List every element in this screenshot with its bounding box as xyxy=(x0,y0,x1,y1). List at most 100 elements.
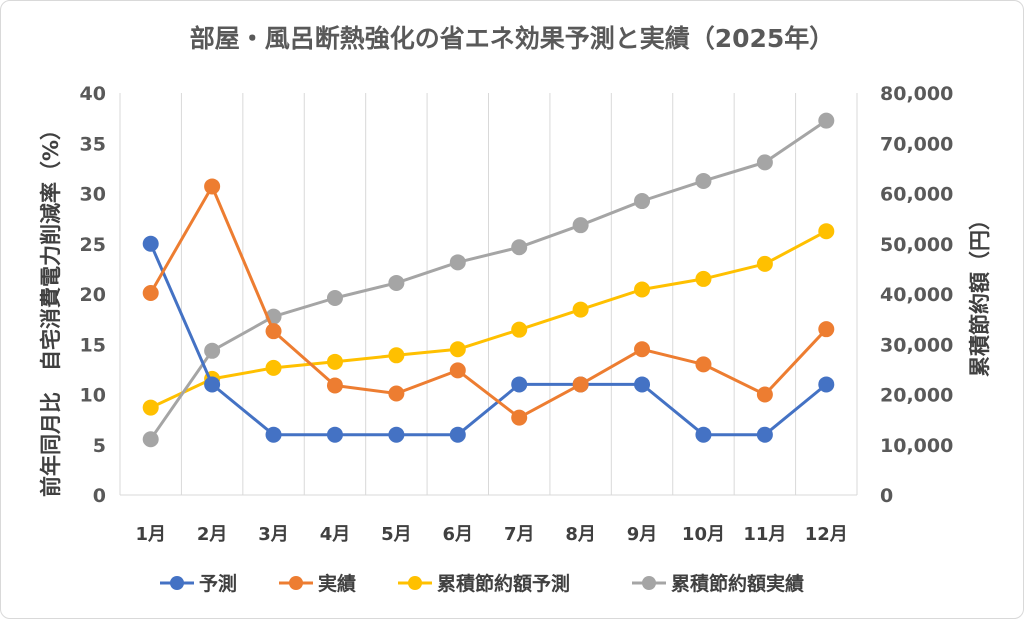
data-point xyxy=(818,223,835,240)
data-point xyxy=(695,356,712,373)
legend-label: 実績 xyxy=(318,572,356,595)
data-point xyxy=(204,178,221,195)
right-axis-title: 累積節約額（円） xyxy=(968,209,992,377)
data-point xyxy=(818,321,835,338)
category-label: 10月 xyxy=(682,524,725,545)
left-tick-label: 40 xyxy=(80,83,106,105)
right-tick-label: 20,000 xyxy=(880,385,953,407)
data-point xyxy=(265,426,282,443)
legend-marker xyxy=(289,576,303,590)
legend-label: 累積節約額実績 xyxy=(671,572,804,595)
legend-label: 累積節約額予測 xyxy=(437,572,570,595)
data-point xyxy=(818,112,835,129)
left-tick-label: 15 xyxy=(80,334,106,356)
series-layer xyxy=(142,112,835,448)
data-point xyxy=(326,290,343,307)
data-point xyxy=(756,426,773,443)
category-label: 7月 xyxy=(504,524,535,545)
left-tick-label: 35 xyxy=(80,133,106,155)
series-line xyxy=(150,229,828,409)
data-point xyxy=(572,301,589,318)
right-tick-label: 70,000 xyxy=(880,133,953,155)
left-tick-label: 20 xyxy=(80,284,106,306)
data-point xyxy=(142,284,159,301)
legend-marker xyxy=(170,576,184,590)
data-point xyxy=(756,255,773,272)
category-label: 2月 xyxy=(197,524,228,545)
x-axis-labels: 1月 2月 3月 4月 5月 6月 7月 8月 9月 10月 11月 12月 xyxy=(135,524,847,545)
data-point xyxy=(449,362,466,379)
category-label: 6月 xyxy=(443,524,474,545)
data-point xyxy=(142,235,159,252)
left-tick-label: 5 xyxy=(93,435,106,457)
data-point xyxy=(142,431,159,448)
data-point xyxy=(265,359,282,376)
data-point xyxy=(695,270,712,287)
data-point xyxy=(511,409,528,426)
data-point xyxy=(388,347,405,364)
left-axis-title: 前年同月比 自宅消費電力削減率（%） xyxy=(39,119,63,497)
data-point xyxy=(756,386,773,403)
data-point xyxy=(756,154,773,171)
right-tick-label: 30,000 xyxy=(880,334,953,356)
category-label: 5月 xyxy=(381,524,412,545)
right-tick-label: 50,000 xyxy=(880,234,953,256)
right-tick-label: 10,000 xyxy=(880,435,953,457)
category-label: 12月 xyxy=(805,524,848,545)
legend-item: 累積節約額予測 xyxy=(398,572,570,595)
left-tick-label: 10 xyxy=(80,385,106,407)
left-tick-label: 0 xyxy=(93,485,106,507)
data-point xyxy=(326,426,343,443)
right-tick-label: 60,000 xyxy=(880,184,953,206)
legend-label: 予測 xyxy=(199,572,237,595)
legend-item: 累積節約額実績 xyxy=(632,572,804,595)
legend-marker xyxy=(642,576,656,590)
data-point xyxy=(511,239,528,256)
data-point xyxy=(572,376,589,393)
category-label: 4月 xyxy=(320,524,351,545)
category-label: 11月 xyxy=(743,524,786,545)
data-point xyxy=(818,376,835,393)
category-label: 1月 xyxy=(135,524,166,545)
data-point xyxy=(634,193,651,210)
legend-item: 実績 xyxy=(279,572,356,595)
category-label: 9月 xyxy=(627,524,658,545)
data-point xyxy=(326,377,343,394)
right-tick-label: 40,000 xyxy=(880,284,953,306)
data-point xyxy=(142,399,159,416)
data-point xyxy=(511,376,528,393)
data-point xyxy=(695,426,712,443)
data-point xyxy=(388,385,405,402)
right-tick-label: 0 xyxy=(880,485,893,507)
series-line xyxy=(149,243,828,437)
legend: 予測 実績 累積節約額予測 累積節約額実績 xyxy=(160,572,804,595)
data-point xyxy=(449,341,466,358)
legend-marker xyxy=(408,576,422,590)
legend-item: 予測 xyxy=(160,572,237,595)
data-point xyxy=(634,281,651,298)
series-3 xyxy=(142,223,835,416)
data-point xyxy=(695,172,712,189)
right-tick-label: 80,000 xyxy=(880,83,953,105)
left-tick-label: 25 xyxy=(80,234,106,256)
data-point xyxy=(572,217,589,234)
data-point xyxy=(449,426,466,443)
series-line xyxy=(149,119,828,441)
data-point xyxy=(634,341,651,358)
category-label: 3月 xyxy=(258,524,289,545)
right-axis-ticks: 0 10,000 20,000 30,000 40,000 50,000 60,000 70,… xyxy=(880,83,953,507)
data-point xyxy=(388,426,405,443)
category-label: 8月 xyxy=(565,524,596,545)
data-point xyxy=(388,274,405,291)
data-point xyxy=(265,323,282,340)
grid-lines xyxy=(119,93,858,496)
data-point xyxy=(204,376,221,393)
data-point xyxy=(204,342,221,359)
data-point xyxy=(511,321,528,338)
series-2 xyxy=(142,178,835,426)
data-point xyxy=(634,376,651,393)
left-axis-ticks: 0 5 10 15 20 25 30 35 40 xyxy=(80,83,106,507)
data-point xyxy=(449,254,466,271)
data-point xyxy=(326,353,343,370)
